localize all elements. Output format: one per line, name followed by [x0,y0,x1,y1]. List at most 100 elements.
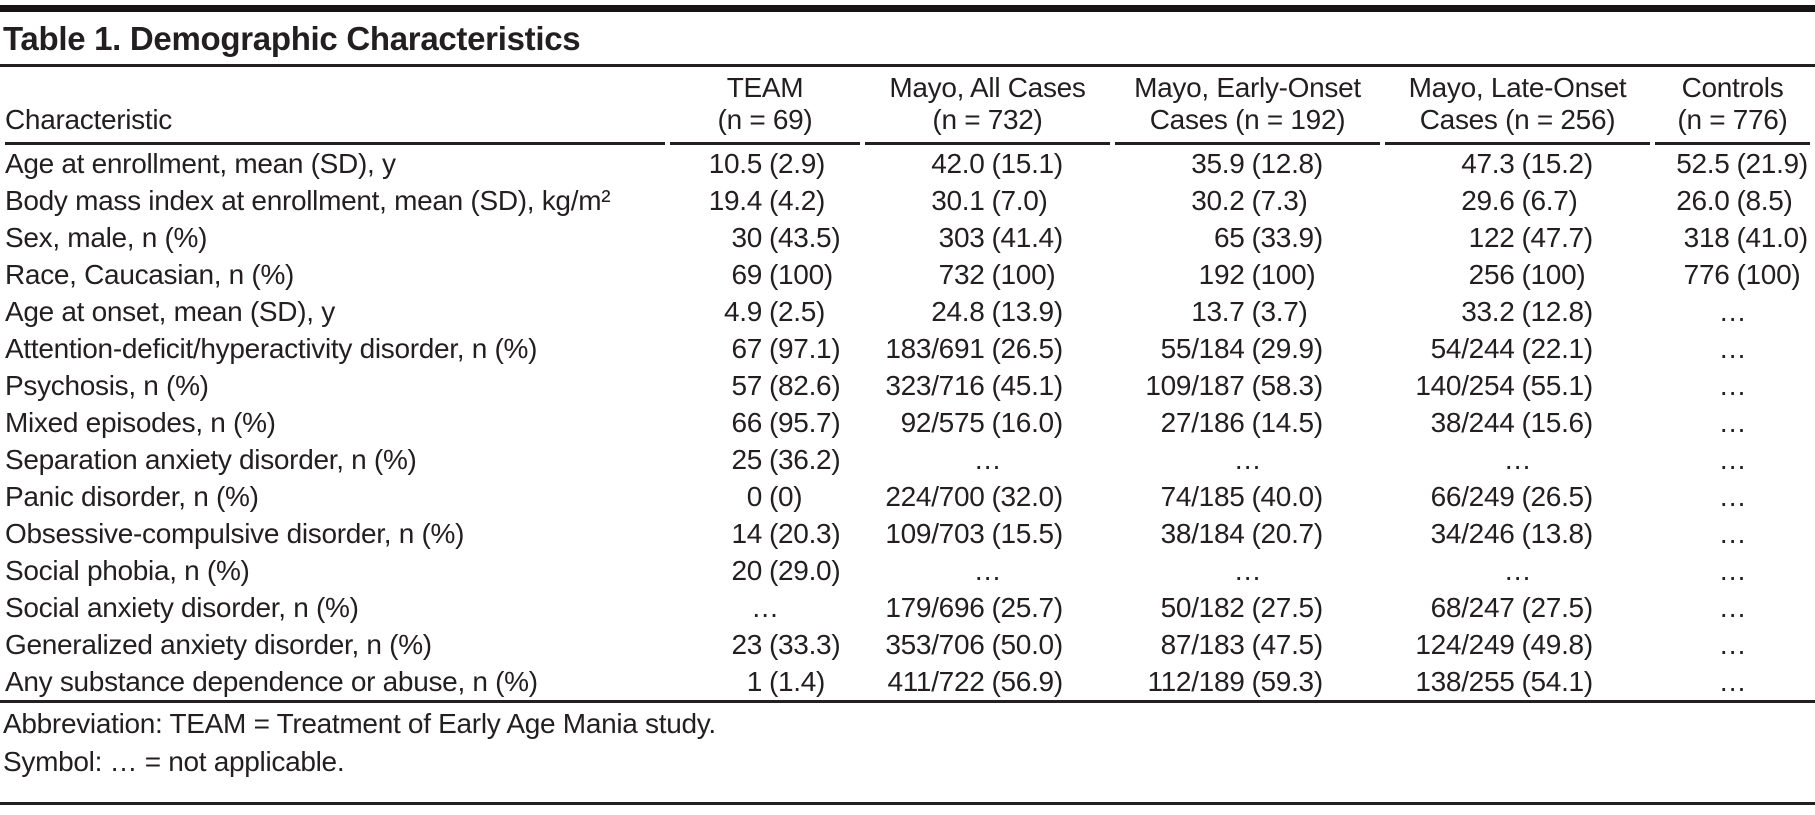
value-cell: 26.0 (8.5) [1655,182,1810,219]
value-parenthetical: (58.3) [1251,370,1324,401]
column-header-line2: Cases (n = 192) [1149,104,1346,135]
column-header: Mayo, All Cases (n = 732) [865,67,1110,145]
table-row: Obsessive-compulsive disorder, n (%) 14 (2… [5,515,1810,552]
value-parenthetical: (100) [1736,259,1801,290]
value-number: 192 [1198,259,1245,290]
value-number: 69 [731,259,762,290]
value-parenthetical: (33.9) [1251,222,1324,253]
table-row: Body mass index at enrollment, mean (SD)… [5,182,1810,219]
value-cell: 732 (100) [865,256,1110,293]
table-body: Age at enrollment, mean (SD), y 10.5 (2.9)… [5,145,1810,700]
value-parenthetical: (15.1) [991,148,1064,179]
value-parenthetical: (41.4) [991,222,1064,253]
value-number: 29.6 [1461,185,1515,216]
value-number: 47.3 [1461,148,1515,179]
column-header: Controls (n = 776) [1655,67,1810,145]
value-number: 122 [1468,222,1515,253]
value-number: 19.4 [708,185,763,216]
value-parenthetical: (100) [1521,259,1586,290]
table-header: Characteristic TEAM (n = 69) Mayo, All Case… [5,67,1810,145]
table-row: Social anxiety disorder, n (%)… 179/696 (2… [5,589,1810,626]
value-cell: 57 (82.6) [670,367,860,404]
value-cell: … [1718,555,1747,586]
value-number: 24.8 [931,296,985,327]
value-cell: 65 (33.9) [1115,219,1380,256]
value-cell: 24.8 (13.9) [865,293,1110,330]
value-parenthetical: (15.2) [1521,148,1594,179]
value-number: 318 [1683,222,1730,253]
value-cell: … [1718,518,1747,549]
value-number: 52.5 [1676,148,1730,179]
table-row: Sex, male, n (%) 30 (43.5) 303 (41.4) 65 (33.9… [5,219,1810,256]
value-cell: 47.3 (15.2) [1385,145,1650,182]
value-cell: 50/182 (27.5) [1115,589,1380,626]
row-label: Psychosis, n (%) [5,370,209,401]
table-row: Psychosis, n (%) 57 (82.6) 323/716 (45.1) 109… [5,367,1810,404]
value-cell: … [1718,370,1747,401]
value-number: 54/244 [1430,333,1515,364]
value-parenthetical: (32.0) [991,481,1064,512]
value-number: 30.1 [931,185,985,216]
value-cell: 4.9 (2.5) [670,293,860,330]
footer-rule [0,802,1815,805]
value-parenthetical: (36.2) [769,444,841,475]
value-cell: … [1718,629,1747,660]
value-cell: 112/189 (59.3) [1115,663,1380,700]
value-cell: … [1718,592,1747,623]
value-cell: 353/706 (50.0) [865,626,1110,663]
value-cell: 224/700 (32.0) [865,478,1110,515]
value-number: 23 [731,629,762,660]
value-cell: 109/187 (58.3) [1115,367,1380,404]
value-number: 66 [731,407,762,438]
column-header-line2: (n = 776) [1677,104,1788,135]
value-parenthetical: (13.9) [991,296,1064,327]
value-cell: 30.1 (7.0) [865,182,1110,219]
value-number: 30 [731,222,762,253]
value-parenthetical: (26.5) [1521,481,1594,512]
value-number: 732 [938,259,985,290]
value-parenthetical: (6.7) [1521,185,1578,216]
value-cell: 20 (29.0) [670,552,860,589]
demographics-table: Characteristic TEAM (n = 69) Mayo, All Case… [0,67,1815,700]
row-label: Obsessive-compulsive disorder, n (%) [5,518,465,549]
row-label: Sex, male, n (%) [5,222,208,253]
column-header: TEAM (n = 69) [670,67,860,145]
column-header-line1: Controls [1681,72,1784,103]
row-label: Body mass index at enrollment, mean (SD)… [5,185,611,216]
value-parenthetical: (29.9) [1251,333,1324,364]
table-row: Separation anxiety disorder, n (%) 25 (36.… [5,441,1810,478]
value-cell: 25 (36.2) [670,441,860,478]
value-number: 87/183 [1160,629,1245,660]
value-number: 14 [731,518,762,549]
value-cell: 14 (20.3) [670,515,860,552]
value-parenthetical: (26.5) [991,333,1064,364]
value-parenthetical: (40.0) [1251,481,1324,512]
value-parenthetical: (100) [991,259,1056,290]
value-cell: 27/186 (14.5) [1115,404,1380,441]
value-number: 179/696 [885,592,985,623]
row-label: Separation anxiety disorder, n (%) [5,444,417,475]
value-number: 27/186 [1160,407,1245,438]
value-parenthetical: (47.5) [1251,629,1324,660]
column-header-line1: Characteristic [5,104,172,135]
value-cell: 1 (1.4) [670,663,860,700]
value-parenthetical: (20.7) [1251,518,1324,549]
column-header-line1: Mayo, Early-Onset [1134,72,1361,103]
value-cell: … [1233,555,1262,586]
value-cell: … [1718,407,1747,438]
value-parenthetical: (4.2) [769,185,826,216]
value-cell: 52.5 (21.9) [1655,145,1810,182]
row-label: Any substance dependence or abuse, n (%) [5,666,538,697]
value-cell: … [1718,666,1747,697]
table-row: Panic disorder, n (%) 0 (0) 224/700 (32.0) 74… [5,478,1810,515]
value-cell: 10.5 (2.9) [670,145,860,182]
value-number: 112/189 [1147,666,1245,697]
value-cell: 303 (41.4) [865,219,1110,256]
value-parenthetical: (97.1) [769,333,841,364]
value-parenthetical: (33.3) [769,629,841,660]
table-row: Any substance dependence or abuse, n (%)… [5,663,1810,700]
value-parenthetical: (12.8) [1251,148,1324,179]
value-number: 124/249 [1415,629,1515,660]
value-number: 256 [1468,259,1515,290]
